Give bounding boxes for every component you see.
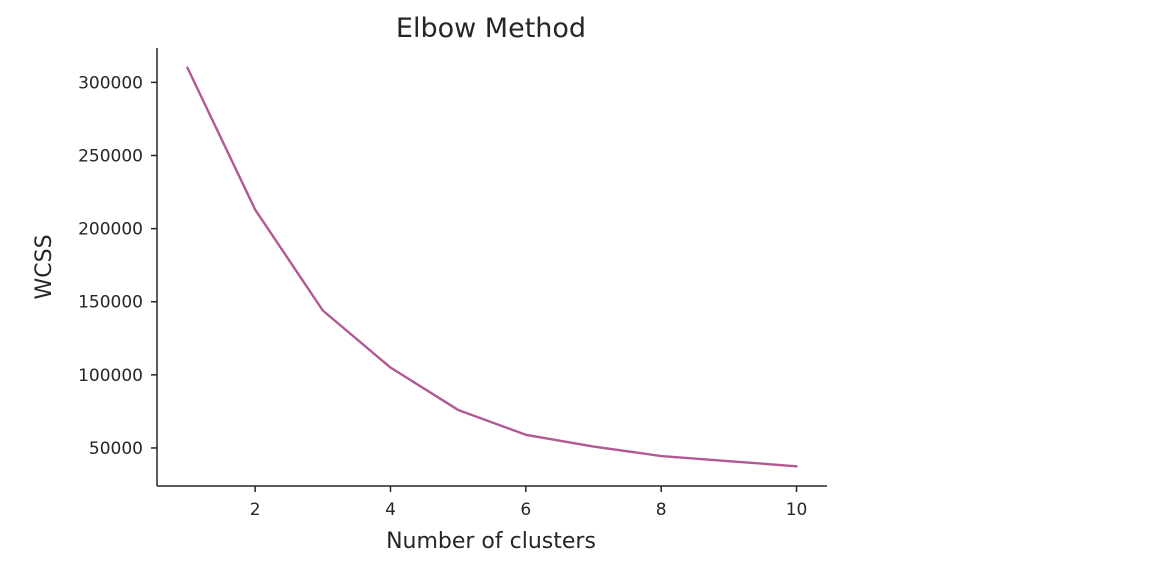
- x-tick-label: 2: [250, 500, 261, 520]
- y-tick-label: 150000: [78, 293, 143, 313]
- chart-title: Elbow Method: [396, 13, 586, 44]
- data-point: [322, 309, 324, 312]
- y-ticks: 50000 100000 150000 200000 250000 300000: [78, 73, 157, 459]
- data-point: [186, 67, 189, 69]
- y-tick-label: 50000: [89, 439, 143, 459]
- x-ticks: 2 4 6 8 10: [250, 486, 808, 520]
- y-tick-label: 200000: [78, 220, 143, 240]
- x-tick-label: 8: [656, 500, 667, 520]
- data-point: [728, 460, 730, 462]
- data-point: [660, 455, 662, 457]
- data-point: [389, 366, 392, 369]
- y-tick-label: 250000: [78, 146, 143, 166]
- x-tick-label: 10: [786, 500, 808, 520]
- x-tick-label: 6: [520, 500, 531, 520]
- x-axis-label: Number of clusters: [386, 529, 596, 554]
- y-axis-label: WCSS: [32, 234, 57, 299]
- y-tick-label: 300000: [78, 73, 143, 93]
- x-tick-label: 4: [385, 500, 396, 520]
- wcss-line: [186, 66, 798, 468]
- data-point: [457, 409, 459, 411]
- y-tick-label: 100000: [78, 366, 143, 386]
- data-point: [525, 434, 527, 436]
- data-point: [592, 445, 595, 448]
- series-points: [186, 67, 798, 467]
- data-point: [795, 465, 798, 467]
- data-point: [254, 208, 256, 211]
